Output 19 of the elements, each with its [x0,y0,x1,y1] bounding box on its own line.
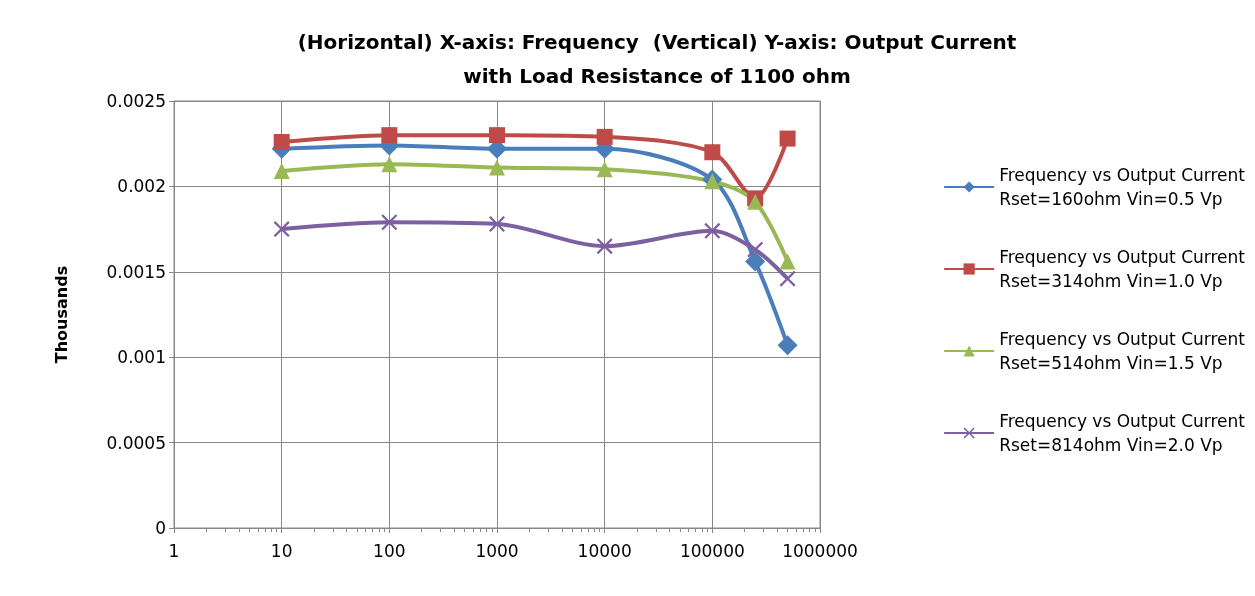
legend-label: Frequency vs Output Current Rset=314ohm Vin=1.0 Vp [999,247,1246,291]
x-tick-label: 1 [168,540,180,561]
chart-title: (Horizontal) X-axis: Frequency (Vertical) Y-axis: Output Current with Load Resistance of 1100 ohm [297,30,1017,88]
x-tick-label: 10000 [577,540,632,561]
x-tick-label: 1000 [475,540,519,561]
y-tick-label: 0.0025 [106,91,166,111]
y-tick-label: 0 [155,518,166,538]
x-tick-label: 100 [373,540,406,561]
x-tick-label: 1000000 [782,540,858,561]
y-tick-label: 0.0015 [106,261,166,282]
legend-label: Frequency vs Output Current Rset=160ohm Vin=0.5 Vp [999,165,1246,209]
y-axis-title: Thousands [51,265,71,364]
y-tick-label: 0.0005 [106,432,166,453]
legend-label: Frequency vs Output Current Rset=814ohm Vin=2.0 Vp [999,411,1246,455]
legend-label: Frequency vs Output Current Rset=514ohm Vin=1.5 Vp [999,329,1246,373]
y-tick-label: 0.001 [117,347,166,368]
x-tick-label: 10 [270,540,293,561]
y-tick-label: 0.002 [117,176,166,197]
x-tick-label: 100000 [679,540,745,561]
